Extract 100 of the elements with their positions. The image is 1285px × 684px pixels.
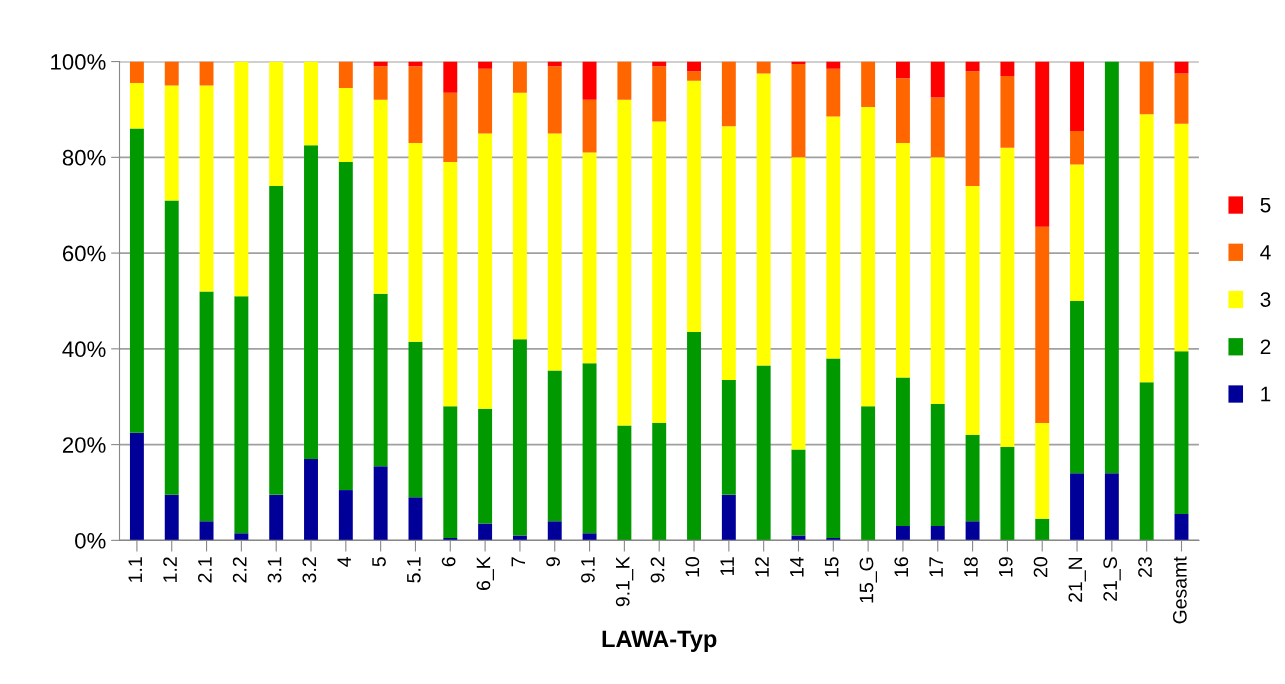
bar xyxy=(582,99,597,153)
bar xyxy=(408,497,423,541)
bar xyxy=(617,425,632,541)
legend-label: 5 xyxy=(1260,197,1271,213)
bar xyxy=(721,379,736,495)
bar xyxy=(478,523,493,541)
x-tick-label: 20 xyxy=(1033,557,1048,577)
bar xyxy=(826,61,841,69)
bar xyxy=(512,339,527,536)
bar xyxy=(373,293,388,467)
bar xyxy=(1070,164,1084,301)
bar xyxy=(721,494,736,541)
bar xyxy=(164,61,179,86)
x-tick-label: 6 xyxy=(441,557,456,567)
bar xyxy=(443,92,458,163)
y-tick-label: 60% xyxy=(62,245,106,262)
bar xyxy=(861,61,876,108)
bar xyxy=(791,63,806,158)
x-tick-label: 2.1 xyxy=(198,557,212,583)
bar xyxy=(861,107,876,407)
bar xyxy=(199,85,214,292)
bar xyxy=(373,99,388,294)
bar xyxy=(1000,61,1015,76)
bar xyxy=(338,162,353,491)
bar xyxy=(1035,226,1050,424)
x-tick-label: 15 xyxy=(824,557,839,577)
bar xyxy=(1104,473,1119,541)
bar xyxy=(199,521,214,541)
bar xyxy=(304,458,318,541)
x-tick-label: 21_S xyxy=(1103,557,1121,601)
bar xyxy=(617,61,632,100)
bar xyxy=(1070,473,1084,541)
x-tick-label: Gesamt xyxy=(1172,556,1187,624)
bar xyxy=(895,61,910,79)
bar xyxy=(443,61,458,93)
y-tick-label: 20% xyxy=(62,437,106,453)
x-tick-label: 3.1 xyxy=(267,557,282,583)
bar xyxy=(1035,61,1050,227)
bar xyxy=(965,435,980,522)
bar xyxy=(478,68,493,134)
bar xyxy=(895,526,910,541)
legend-label: 1 xyxy=(1261,386,1271,402)
bar xyxy=(582,61,597,100)
bar xyxy=(1070,300,1084,474)
x-tick-label: 5 xyxy=(372,557,386,567)
bar xyxy=(826,116,841,359)
bar xyxy=(373,466,388,541)
bar xyxy=(652,121,667,424)
bar xyxy=(478,133,493,409)
bar xyxy=(1070,130,1084,165)
x-tick-label: 21_N xyxy=(1068,557,1086,602)
bar xyxy=(861,406,876,541)
bar xyxy=(965,71,980,187)
bar xyxy=(791,157,806,450)
bar xyxy=(164,200,179,495)
legend-label: 4 xyxy=(1260,245,1271,260)
bar xyxy=(1174,61,1189,74)
x-tick-label: 12 xyxy=(755,557,769,577)
bar xyxy=(199,61,214,86)
bar xyxy=(338,87,353,163)
bar xyxy=(373,66,388,100)
bar xyxy=(652,66,667,122)
x-tick-label: 4 xyxy=(337,556,351,567)
bar xyxy=(1174,123,1189,352)
bar xyxy=(965,186,980,436)
bar xyxy=(895,78,910,143)
bar xyxy=(756,61,771,74)
bar xyxy=(930,157,945,404)
bar xyxy=(930,61,945,98)
bar xyxy=(1139,61,1154,115)
legend-label: 3 xyxy=(1260,292,1271,307)
x-tick-label: 9.1 xyxy=(581,557,595,583)
bar xyxy=(582,152,597,364)
x-tick-label: 11 xyxy=(720,557,734,576)
bar xyxy=(269,494,284,541)
bar xyxy=(582,533,597,541)
y-tick-label: 40% xyxy=(62,341,106,358)
bar xyxy=(269,61,284,187)
bar xyxy=(129,128,144,433)
bar xyxy=(1000,446,1015,541)
x-tick-label: 16 xyxy=(894,557,909,577)
x-tick-label: 9 xyxy=(546,557,560,567)
bar xyxy=(408,66,423,143)
bar xyxy=(304,61,318,146)
bar xyxy=(687,71,701,81)
bar xyxy=(338,490,353,541)
x-tick-label: 1.2 xyxy=(163,557,177,582)
bar xyxy=(478,61,493,69)
y-tick-label: 0% xyxy=(75,532,106,549)
x-tick-label: 6_K xyxy=(476,556,494,590)
y-tick-label: 100% xyxy=(51,54,106,70)
bar xyxy=(965,61,980,72)
x-axis-title: LAWA-Typ xyxy=(602,630,717,652)
bar xyxy=(234,296,249,534)
bar xyxy=(129,61,144,84)
x-tick-label: 10 xyxy=(685,557,700,577)
legend-label: 2 xyxy=(1260,339,1271,354)
bar xyxy=(1174,73,1189,124)
bar xyxy=(234,533,249,541)
bar xyxy=(408,142,423,342)
